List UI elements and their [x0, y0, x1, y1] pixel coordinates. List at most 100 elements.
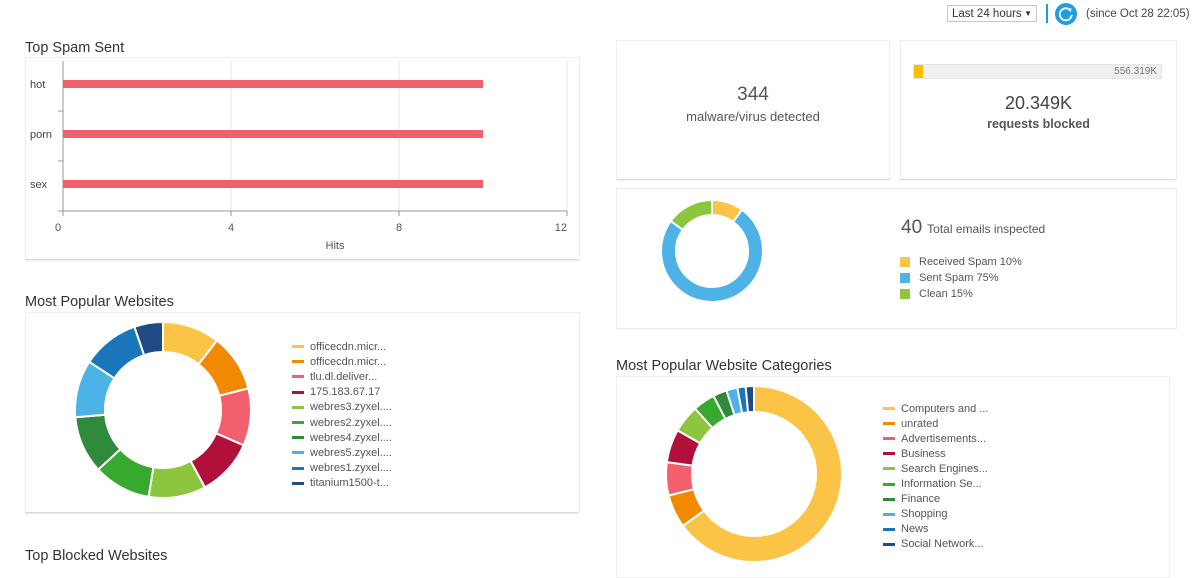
- legend-item[interactable]: tlu.dl.deliver...: [292, 369, 392, 384]
- legend-item[interactable]: Search Engines...: [883, 461, 988, 476]
- legend-label: News: [901, 523, 929, 536]
- legend-item[interactable]: News: [883, 522, 988, 537]
- requests-blocked-label: requests blocked: [987, 117, 1090, 131]
- legend-swatch: [883, 422, 895, 426]
- legend-item[interactable]: Business: [883, 446, 988, 461]
- legend-label: Social Network...: [901, 538, 984, 551]
- bar-category-label: sex: [30, 179, 48, 191]
- bar[interactable]: [63, 80, 483, 88]
- bar-category-label: hot: [30, 79, 45, 91]
- legend-item[interactable]: webres1.zyxel....: [292, 461, 392, 476]
- x-tick-label: 12: [555, 222, 567, 234]
- donut-slice[interactable]: [669, 199, 713, 232]
- legend-label: Clean 15%: [919, 288, 973, 300]
- legend-swatch: [883, 482, 895, 486]
- malware-label: malware/virus detected: [686, 109, 820, 124]
- legend-swatch: [292, 451, 304, 455]
- legend-swatch: [883, 452, 895, 456]
- section-divider: [616, 179, 890, 180]
- emails-label: Total emails inspected: [927, 222, 1046, 236]
- donut-slice[interactable]: [133, 321, 164, 357]
- legend-item[interactable]: Clean 15%: [900, 286, 1022, 302]
- legend-swatch: [900, 257, 910, 267]
- legend-swatch: [292, 481, 304, 485]
- most-popular-categories-card: Computers and ... unrated Advertisements..…: [616, 376, 1170, 578]
- categories-legend: Computers and ... unrated Advertisements..…: [883, 401, 988, 552]
- emails-summary: 40 Total emails inspected: [901, 217, 1045, 239]
- bar[interactable]: [63, 130, 483, 138]
- legend-label: Advertisements...: [901, 432, 986, 445]
- refresh-button[interactable]: [1055, 3, 1077, 25]
- requests-total: 556.319K: [1114, 66, 1157, 77]
- legend-item[interactable]: titanium1500-t...: [292, 476, 392, 491]
- x-tick-label: 8: [396, 222, 402, 234]
- donut-slice[interactable]: [660, 208, 764, 303]
- bar[interactable]: [63, 180, 483, 188]
- top-spam-sent-title: Top Spam Sent: [25, 40, 125, 56]
- legend-item[interactable]: webres2.zyxel....: [292, 415, 392, 430]
- legend-label: webres3.zyxel....: [310, 401, 392, 414]
- section-divider: [25, 512, 578, 513]
- legend-label: webres1.zyxel....: [310, 462, 392, 475]
- legend-item[interactable]: 175.183.67.17: [292, 385, 392, 400]
- legend-label: titanium1500-t...: [310, 477, 389, 490]
- legend-swatch: [883, 437, 895, 441]
- legend-item[interactable]: webres4.zyxel....: [292, 430, 392, 445]
- requests-progress-fill: [914, 65, 924, 78]
- legend-label: officecdn.micr...: [310, 355, 387, 368]
- donut-slice[interactable]: [665, 460, 696, 497]
- legend-item[interactable]: Social Network...: [883, 537, 988, 552]
- since-timestamp: (since Oct 28 22:05): [1086, 8, 1190, 20]
- legend-item[interactable]: Sent Spam 75%: [900, 270, 1022, 286]
- requests-progress-bar: 556.319K: [913, 64, 1162, 79]
- legend-item[interactable]: Computers and ...: [883, 401, 988, 416]
- bar-category-label: porn: [30, 129, 52, 141]
- legend-item[interactable]: Information Se...: [883, 476, 988, 491]
- legend-item[interactable]: unrated: [883, 416, 988, 431]
- legend-swatch: [292, 360, 304, 364]
- legend-swatch: [292, 421, 304, 425]
- legend-item[interactable]: Shopping: [883, 507, 988, 522]
- legend-swatch: [292, 436, 304, 440]
- top-spam-sent-card: 0 4 8 12 hot porn sex Hits: [25, 57, 580, 261]
- legend-label: Computers and ...: [901, 402, 989, 415]
- legend-label: Received Spam 10%: [919, 256, 1022, 268]
- legend-item[interactable]: Advertisements...: [883, 431, 988, 446]
- legend-item[interactable]: officecdn.micr...: [292, 354, 392, 369]
- legend-label: tlu.dl.deliver...: [310, 370, 378, 383]
- malware-card: 344 malware/virus detected: [616, 40, 890, 180]
- legend-label: Finance: [901, 493, 941, 506]
- time-range-select[interactable]: Last 24 hours ▼: [947, 5, 1037, 22]
- legend-swatch: [292, 390, 304, 394]
- time-range-value: Last 24 hours: [952, 7, 1022, 20]
- legend-label: Information Se...: [901, 478, 982, 491]
- x-axis-label: Hits: [326, 240, 345, 252]
- legend-swatch: [883, 512, 895, 516]
- websites-legend: officecdn.micr... officecdn.micr... tlu.dl…: [292, 339, 392, 491]
- top-spam-sent-chart: 0 4 8 12 hot porn sex Hits: [30, 61, 568, 252]
- categories-donut-chart: [665, 385, 843, 563]
- legend-swatch: [883, 467, 895, 471]
- legend-item[interactable]: Received Spam 10%: [900, 254, 1022, 270]
- donut-slice[interactable]: [681, 385, 843, 563]
- top-blocked-websites-title: Top Blocked Websites: [25, 548, 168, 564]
- malware-count: 344: [737, 84, 769, 105]
- legend-item[interactable]: webres3.zyxel....: [292, 400, 392, 415]
- websites-donut-chart: [74, 321, 252, 499]
- emails-donut-chart: [660, 199, 764, 303]
- legend-item[interactable]: officecdn.micr...: [292, 339, 392, 354]
- section-divider: [900, 179, 1175, 180]
- x-tick-label: 0: [55, 222, 61, 234]
- section-divider: [25, 259, 578, 260]
- legend-item[interactable]: Finance: [883, 492, 988, 507]
- legend-swatch: [292, 405, 304, 409]
- x-tick-label: 4: [228, 222, 234, 234]
- legend-label: Shopping: [901, 508, 948, 521]
- legend-item[interactable]: webres5.zyxel....: [292, 445, 392, 460]
- legend-swatch: [292, 375, 304, 379]
- legend-label: Business: [901, 447, 946, 460]
- requests-blocked-count: 20.349K: [1004, 93, 1073, 113]
- emails-legend: Received Spam 10% Sent Spam 75% Clean 15%: [900, 254, 1022, 302]
- legend-label: Search Engines...: [901, 462, 988, 475]
- donut-slice[interactable]: [744, 385, 755, 414]
